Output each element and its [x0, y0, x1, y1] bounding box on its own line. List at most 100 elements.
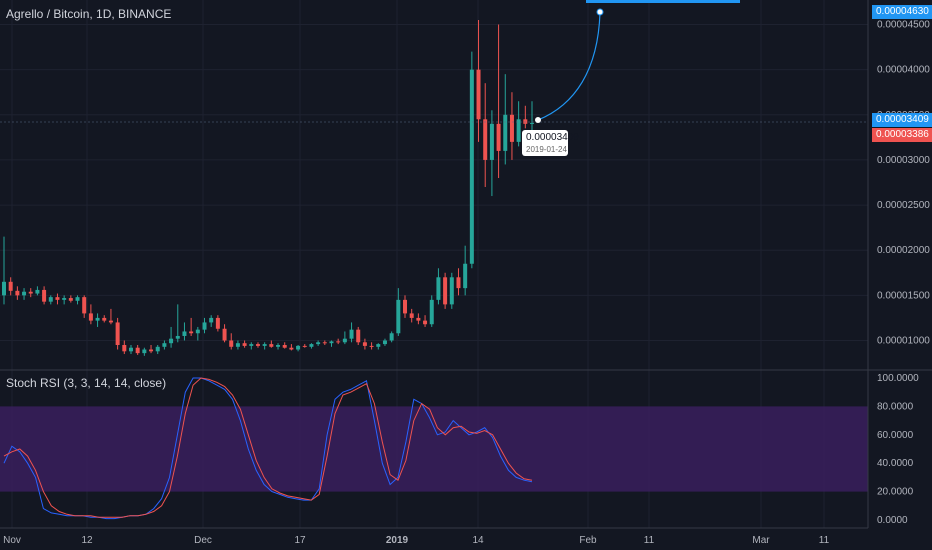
candle-body	[229, 340, 234, 347]
candle-body	[62, 298, 67, 300]
time-tick-label: Feb	[579, 535, 597, 546]
candle-body	[449, 277, 454, 305]
candle-body	[409, 313, 414, 318]
candle-body	[489, 123, 494, 160]
candle-body	[135, 347, 140, 354]
candle-body	[75, 297, 80, 301]
candle-body	[209, 317, 214, 323]
candle-body	[443, 277, 448, 305]
candle-body	[108, 320, 113, 323]
candle-body	[128, 347, 133, 352]
candle-body	[255, 344, 260, 346]
price-axis[interactable]: 0.000045000.000040000.000035000.00003000…	[877, 20, 930, 347]
candle-body	[403, 299, 408, 314]
candle-body	[249, 344, 254, 346]
candle-body	[296, 345, 301, 350]
price-tick-label: 0.00001500	[877, 290, 930, 301]
candle-body	[155, 346, 160, 352]
candle-body	[95, 317, 100, 321]
candle-body	[195, 329, 200, 334]
forecast-curve	[537, 12, 601, 121]
current-price-label: 0.00003409	[872, 113, 932, 127]
candle-body	[463, 263, 468, 289]
rsi-tick-label: 80.0000	[877, 401, 914, 412]
candle-body	[262, 344, 267, 346]
candle-body	[523, 119, 528, 124]
candle-body	[282, 345, 287, 348]
price-tick-label: 0.00004000	[877, 65, 930, 76]
forecast-tooltip: 0.00003409 2019-01-24	[522, 130, 579, 156]
forecast-end-dot[interactable]	[596, 8, 604, 16]
candle-body	[242, 343, 247, 346]
forecast-banner[interactable]	[586, 0, 740, 3]
candle-body	[149, 349, 154, 352]
candle-body	[456, 277, 461, 289]
candle-body	[369, 345, 374, 347]
rsi-tick-label: 40.0000	[877, 458, 914, 469]
candle-body	[483, 119, 488, 160]
last-close-label: 0.00003386	[872, 128, 932, 142]
candle-body	[142, 349, 147, 354]
candle-body	[416, 317, 421, 321]
time-axis[interactable]: Nov 12 Dec 17 2019 14 Feb 11 Mar 11	[3, 535, 830, 546]
symbol-title: Agrello / Bitcoin, 1D, BINANCE	[6, 7, 172, 21]
candle-body	[162, 343, 167, 347]
candle-body	[68, 298, 73, 301]
rsi-tick-label: 0.0000	[877, 515, 908, 526]
candle-body	[423, 320, 428, 325]
candle-body	[48, 297, 53, 302]
candle-body	[396, 299, 401, 334]
candle-body	[476, 69, 481, 120]
candle-body	[8, 281, 13, 291]
candle-body	[329, 341, 334, 344]
time-tick-label: 2019	[386, 535, 409, 546]
stoch-rsi-title: Stoch RSI (3, 3, 14, 14, close)	[6, 376, 167, 390]
rsi-tick-label: 60.0000	[877, 430, 914, 441]
time-tick-label: 11	[819, 535, 830, 546]
candle-body	[202, 322, 207, 330]
rsi-tick-label: 100.0000	[877, 373, 919, 384]
candle-body	[175, 335, 180, 339]
candle-body	[509, 114, 514, 142]
candle-body	[28, 291, 33, 294]
price-tick-label: 0.00004500	[877, 20, 930, 31]
tooltip-date: 2019-01-24	[526, 145, 567, 154]
candle-body	[22, 291, 27, 296]
time-tick-label: 17	[294, 535, 306, 546]
rsi-line-d	[3, 377, 533, 518]
candle-body	[302, 345, 307, 347]
candle-body	[316, 342, 321, 345]
candle-body	[309, 344, 314, 347]
candle-body	[15, 290, 20, 296]
candle-body	[376, 344, 381, 347]
candle-body	[169, 338, 174, 344]
candle-body	[42, 289, 47, 302]
time-tick-label: Mar	[752, 535, 770, 546]
candle-body	[55, 297, 60, 300]
candle-body	[322, 342, 327, 344]
candle-body	[516, 119, 521, 142]
candle-body	[269, 344, 274, 347]
candle-body	[2, 281, 6, 296]
candle-body	[102, 317, 107, 321]
candle-body	[336, 341, 341, 343]
rsi-tick-label: 20.0000	[877, 487, 914, 498]
rsi-axis[interactable]: 100.0000 80.0000 60.0000 40.0000 20.0000 0.00…	[877, 373, 919, 526]
time-tick-label: Dec	[194, 535, 212, 546]
candle-body	[469, 69, 474, 264]
rsi-line-k	[3, 377, 533, 520]
candle-body	[88, 313, 93, 321]
candle-body	[235, 343, 240, 347]
forecast-start-dot[interactable]	[535, 117, 541, 123]
price-tick-label: 0.00003000	[877, 155, 930, 166]
candle-body	[82, 297, 87, 314]
candle-body	[189, 331, 194, 334]
candle-body	[35, 289, 40, 294]
candle-body	[115, 322, 120, 345]
candle-body	[389, 333, 394, 341]
candle-body	[342, 338, 347, 343]
candle-body	[182, 331, 187, 336]
candle-body	[503, 114, 508, 151]
time-tick-label: 14	[472, 535, 484, 546]
